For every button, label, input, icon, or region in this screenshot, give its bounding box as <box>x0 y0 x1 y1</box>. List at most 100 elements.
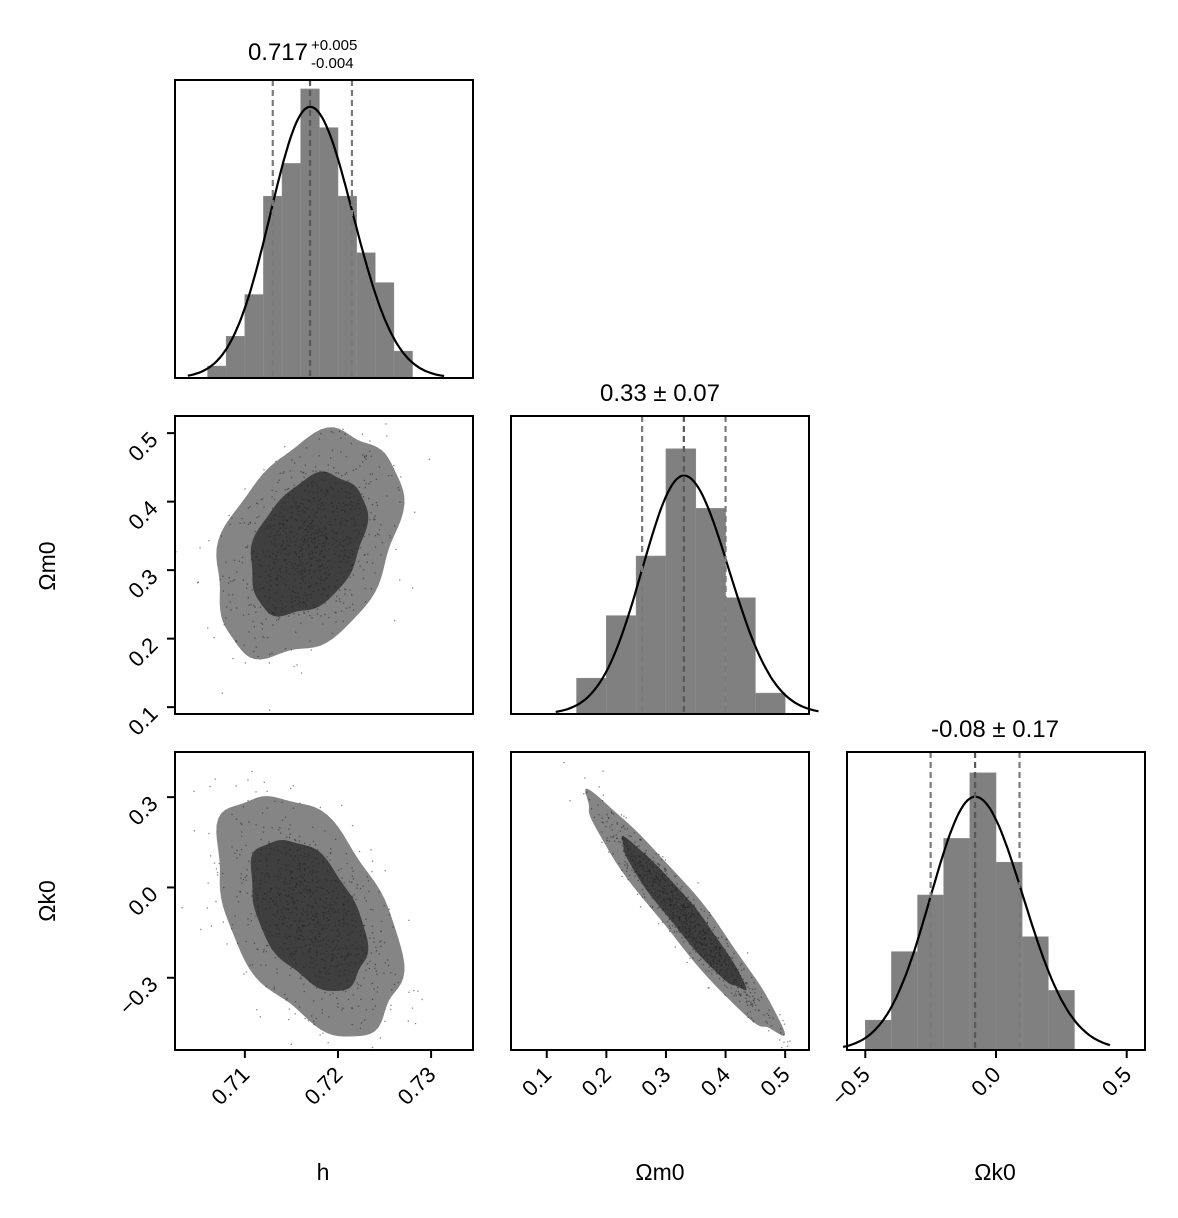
sample-point <box>302 603 304 605</box>
sample-point <box>687 913 689 915</box>
sample-point <box>365 483 367 485</box>
sample-point <box>249 521 251 524</box>
sample-point <box>320 971 322 973</box>
sample-point <box>709 948 711 950</box>
sample-point <box>364 601 367 603</box>
sample-point <box>316 517 318 519</box>
sample-point <box>286 907 288 909</box>
sample-point <box>705 932 707 934</box>
sample-point <box>335 505 338 507</box>
sample-point <box>338 970 341 972</box>
sample-point <box>668 899 671 901</box>
sample-point <box>317 940 319 942</box>
sample-point <box>288 588 290 590</box>
sample-point <box>626 828 629 830</box>
sample-point <box>737 987 739 989</box>
sample-point <box>295 596 297 598</box>
sample-point <box>652 905 654 908</box>
sample-point <box>288 918 290 920</box>
sample-point <box>680 912 682 915</box>
sample-point <box>738 993 740 995</box>
sample-point <box>670 890 672 892</box>
sample-point <box>281 523 284 525</box>
sample-point <box>704 938 706 940</box>
sample-point <box>275 578 277 580</box>
sample-point <box>265 618 267 620</box>
sample-point <box>645 888 648 890</box>
sample-point <box>323 492 325 494</box>
sample-point <box>733 968 736 970</box>
sample-point <box>363 455 366 458</box>
sample-point <box>338 975 340 977</box>
sample-point <box>328 1016 330 1018</box>
sample-point <box>677 916 679 918</box>
sample-point <box>303 863 305 865</box>
sample-point <box>351 1023 353 1026</box>
sample-point <box>226 943 228 945</box>
sample-point <box>269 555 271 558</box>
sample-point <box>278 479 280 481</box>
sample-point <box>300 547 303 549</box>
sample-point <box>286 900 288 903</box>
sample-point <box>696 917 698 919</box>
sample-point <box>616 823 619 825</box>
sample-point <box>350 487 352 489</box>
sample-point <box>297 849 299 851</box>
sample-point <box>708 970 710 972</box>
sample-point <box>282 923 284 925</box>
sample-point <box>294 518 296 520</box>
sample-point <box>343 891 345 893</box>
sample-point <box>666 884 669 886</box>
sample-point <box>303 966 305 968</box>
sample-point <box>353 518 355 521</box>
sample-point <box>327 595 329 597</box>
sample-point <box>628 835 630 837</box>
sample-point <box>312 892 314 894</box>
sample-point <box>300 502 302 505</box>
sample-point <box>310 584 313 586</box>
sample-point <box>675 875 677 877</box>
sample-point <box>658 884 660 886</box>
sample-point <box>274 606 276 609</box>
sample-point <box>677 906 680 909</box>
sample-point <box>657 883 659 885</box>
sample-point <box>324 602 326 604</box>
sample-point <box>259 606 261 608</box>
sample-point <box>274 956 276 959</box>
sample-point <box>303 511 305 513</box>
sample-point <box>688 927 690 929</box>
sample-point <box>754 1009 757 1011</box>
sample-point <box>649 864 651 866</box>
sample-point <box>751 1003 753 1005</box>
sample-point <box>344 504 346 506</box>
sample-point <box>326 490 329 493</box>
sample-point <box>386 959 389 961</box>
sample-point <box>274 600 276 602</box>
sample-point <box>241 517 243 520</box>
sample-point <box>663 898 665 900</box>
sample-point <box>724 984 726 986</box>
sample-point <box>706 929 708 931</box>
sample-point <box>624 864 626 866</box>
sample-point <box>390 1008 392 1011</box>
sample-point <box>276 551 279 553</box>
sample-point <box>671 892 673 894</box>
sample-point <box>312 552 314 554</box>
sample-point <box>315 975 317 977</box>
sample-point <box>680 888 682 890</box>
sample-point <box>710 939 712 941</box>
sample-point <box>672 925 674 927</box>
sample-point <box>650 872 652 875</box>
sample-point <box>287 864 289 866</box>
sample-point <box>285 606 287 608</box>
sample-point <box>340 437 342 439</box>
sample-point <box>232 657 234 660</box>
sample-point <box>314 482 316 484</box>
sample-point <box>291 911 293 913</box>
sample-point <box>240 849 243 851</box>
sample-point <box>414 1022 417 1025</box>
sample-point <box>309 585 311 587</box>
sample-point <box>280 893 282 895</box>
sample-point <box>736 981 738 983</box>
sample-point <box>335 887 338 889</box>
